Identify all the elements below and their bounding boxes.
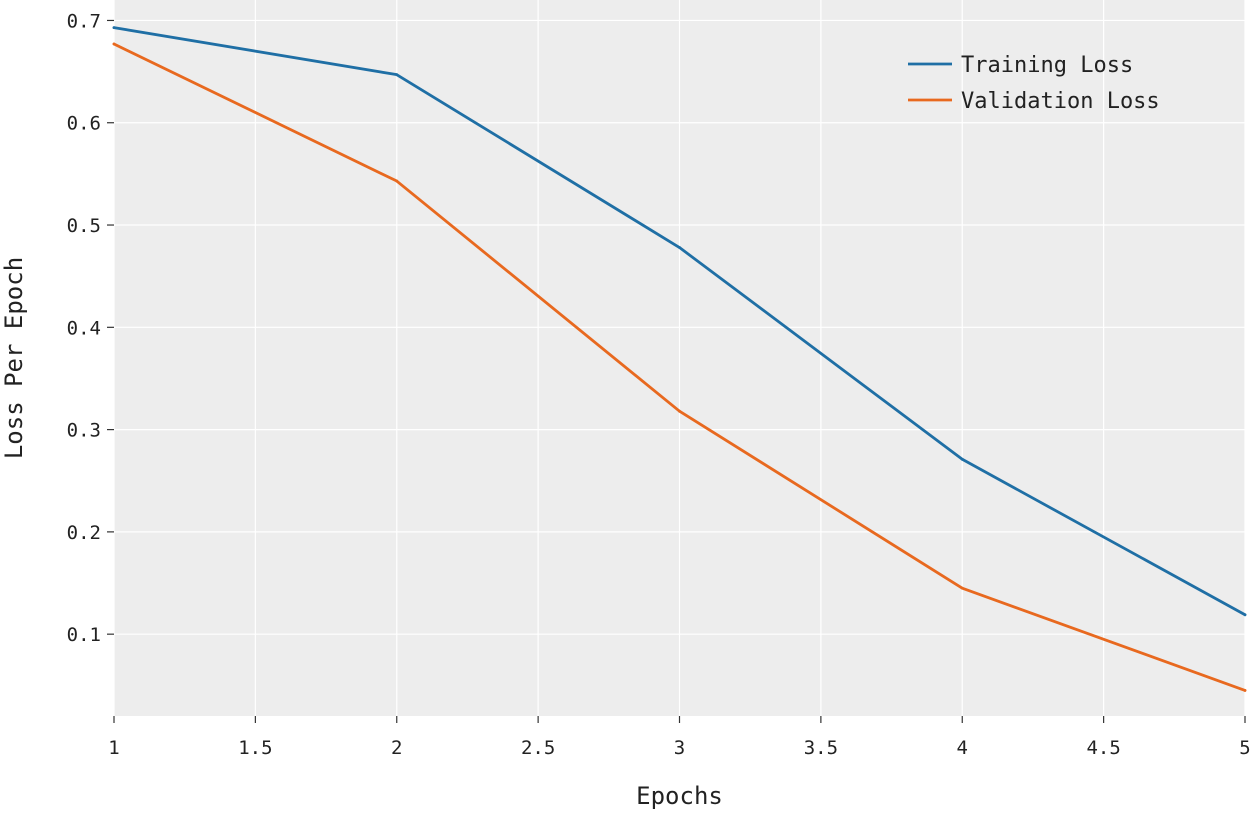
legend-label: Training Loss	[961, 53, 1133, 78]
data-point	[960, 586, 964, 590]
y-tick-label: 0.7	[67, 10, 101, 32]
data-point	[112, 26, 116, 30]
y-axis-title: Loss Per Epoch	[0, 257, 28, 459]
x-tick-label: 4	[957, 737, 968, 759]
y-tick-label: 0.2	[67, 522, 101, 544]
legend-label: Validation Loss	[961, 89, 1160, 114]
y-tick-label: 0.3	[67, 420, 101, 442]
x-tick-label: 3	[674, 737, 685, 759]
x-tick-label: 2	[391, 737, 402, 759]
x-axis-title: Epochs	[636, 782, 723, 810]
data-point	[1243, 689, 1247, 692]
x-tick-label: 1	[108, 737, 119, 759]
x-tick-label: 1.5	[238, 737, 272, 759]
data-point	[678, 246, 681, 249]
grid	[113, 0, 1246, 716]
series-lines	[112, 26, 1247, 692]
x-tick-label: 5	[1239, 737, 1250, 759]
data-point	[395, 73, 399, 77]
y-tick-label: 0.5	[67, 215, 101, 237]
x-tick-label: 3.5	[804, 737, 838, 759]
data-point	[960, 457, 964, 461]
y-tick-label: 0.4	[67, 317, 101, 339]
y-tick-label: 0.1	[67, 624, 101, 646]
data-point	[112, 42, 116, 46]
axis-ticks: 1 1.5 2 2.5 3 3.5 4 4.5 5 0.1 0.2 0.3 0.4 0.5 0.6 0.7	[67, 10, 1251, 759]
data-point	[678, 409, 681, 413]
x-tick-label: 2.5	[521, 737, 555, 759]
data-point	[395, 179, 399, 183]
x-tick-label: 4.5	[1086, 737, 1120, 759]
data-point	[1243, 613, 1247, 617]
y-tick-label: 0.6	[67, 113, 101, 135]
legend: Training Loss Validation Loss	[908, 53, 1160, 114]
